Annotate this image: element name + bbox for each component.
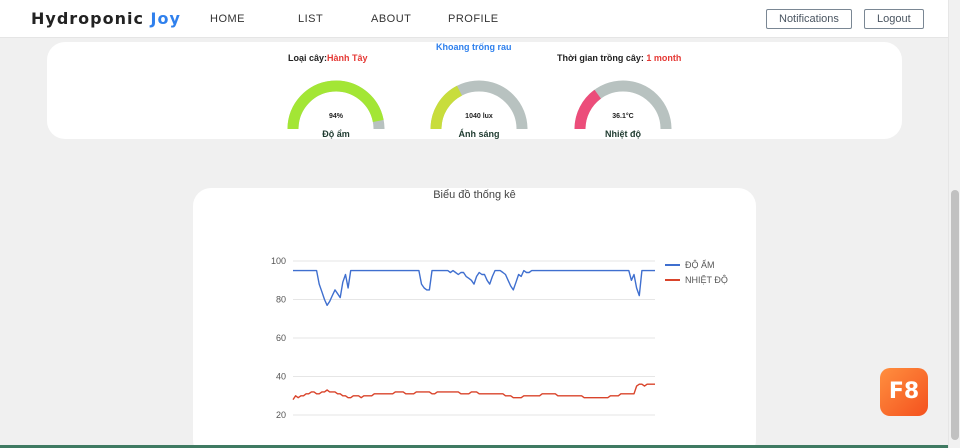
bottom-strip [0,445,948,448]
series-line-0 [293,269,655,307]
grow-time-info: Thời gian trồng cây: 1 month [557,53,681,63]
light-gauge-label: Ánh sáng [458,129,500,139]
nav-profile-link[interactable]: PROFILE [448,13,499,25]
y-tick-label: 40 [276,372,286,382]
page-scrollbar[interactable] [948,0,960,448]
nav-home-link[interactable]: HOME [210,13,245,25]
plant-type-value: Hành Tây [327,53,368,63]
light-gauge-arc [430,80,528,130]
temperature-gauge: 36.1°C Nhiệt độ [573,80,673,139]
logout-button[interactable]: Logout [864,9,924,29]
y-tick-label: 100 [271,256,286,266]
gauge-fill [574,89,602,130]
chart-title: Biểu đồ thống kê [433,189,516,201]
legend-label: ĐỘ ẨM [685,259,715,270]
temperature-gauge-label: Nhiệt độ [605,129,641,139]
grow-time-value: 1 month [646,53,682,63]
statistics-chart: 20 40 60 80 100 ĐỘ ẨM NHIỆT ĐỘ [271,256,728,420]
plant-type-info: Loại cây:Hành Tây [288,53,368,63]
humidity-gauge-arc [287,80,385,130]
gauge-fill [430,85,463,130]
notifications-button[interactable]: Notifications [766,9,852,29]
chart-card: Biểu đồ thống kê 20 40 60 80 100 ĐỘ ẨM NHIỆT Đ… [193,188,756,448]
series-line-1 [292,383,655,400]
temperature-gauge-value: 36.1°C [612,113,634,120]
sensor-card: Loại cây:Hành Tây Khoang trống rau Thời … [47,42,902,139]
humidity-gauge-value: 94% [328,113,343,120]
navbar: Hydroponic Joy HOME LIST ABOUT PROFILE N… [0,0,948,38]
gauge-fill [287,80,384,130]
nav-about-link[interactable]: ABOUT [371,13,412,25]
legend-label: NHIỆT ĐỘ [685,275,728,285]
grow-time-label: Thời gian trồng cây: [557,53,647,63]
nav-list-link[interactable]: LIST [298,13,324,25]
light-gauge-value: 1040 lux [465,113,493,120]
light-gauge: 1040 lux Ánh sáng [429,80,529,139]
brand-logo[interactable]: Hydroponic Joy [31,9,181,28]
f8-logo-badge[interactable]: F8 [880,368,928,416]
scrollbar-thumb[interactable] [951,190,959,440]
humidity-gauge-label: Độ ẩm [322,129,350,139]
humidity-gauge: 94% Độ ẩm [286,80,386,139]
y-tick-label: 60 [276,333,286,343]
y-tick-label: 80 [276,295,286,305]
y-tick-label: 20 [276,410,286,420]
space-link[interactable]: Khoang trống rau [436,42,512,52]
brand-name: Hydroponic [31,9,144,28]
brand-accent: Joy [150,9,181,28]
plant-type-label: Loại cây: [288,53,328,63]
temperature-gauge-arc [574,80,672,130]
